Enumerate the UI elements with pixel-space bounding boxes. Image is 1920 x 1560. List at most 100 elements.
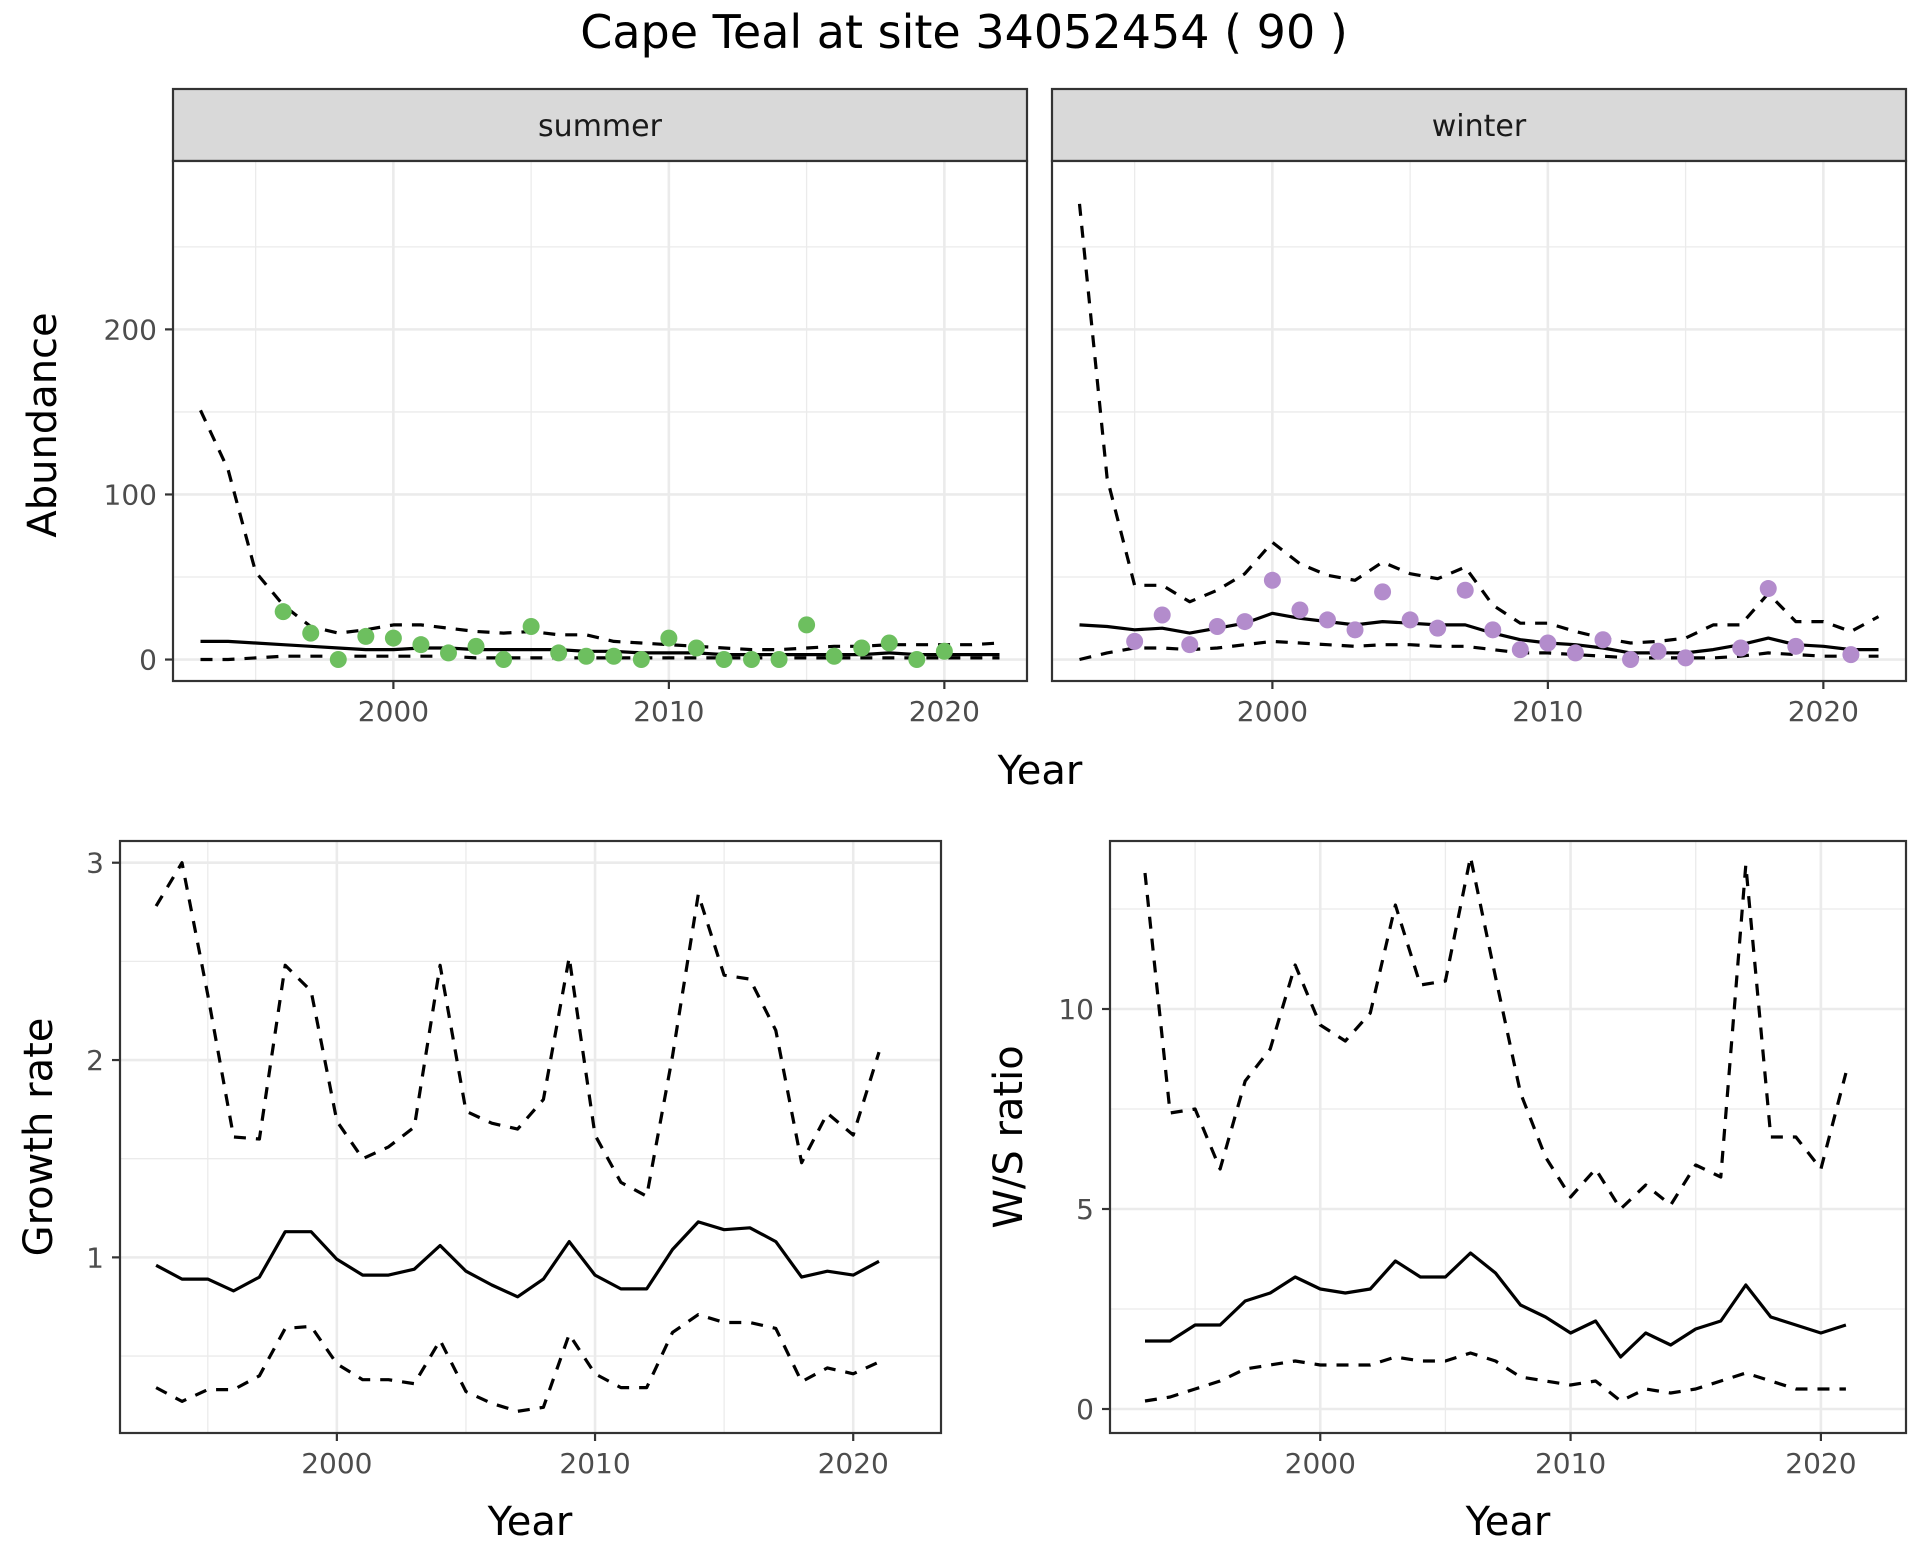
- y-tick-label: 0: [1076, 1393, 1094, 1426]
- summer-count-point: [908, 651, 926, 669]
- growth-rate-panel: 2000 2010 2020 1 2 3: [86, 839, 943, 1480]
- summer-count-point: [770, 651, 788, 669]
- x-tick-label: 2010: [1512, 695, 1583, 728]
- winter-count-point: [1787, 637, 1805, 655]
- x-tick-label: 2010: [1535, 1447, 1606, 1480]
- winter-count-point: [1181, 636, 1199, 654]
- winter-strip-label: winter: [1432, 109, 1527, 144]
- growth-x-axis-title: Year: [487, 1499, 573, 1545]
- y-tick-label: 3: [86, 847, 104, 880]
- winter-count-point: [1429, 619, 1447, 637]
- summer-count-point: [302, 624, 320, 642]
- summer-strip: [171, 87, 1029, 163]
- summer-facet-panel: summer 2000 2010 2020 0 100 200: [104, 87, 1029, 728]
- x-tick-label: 2000: [301, 1447, 372, 1480]
- winter-count-point: [1153, 606, 1171, 624]
- growth-y-axis-title: Growth rate: [16, 1018, 62, 1257]
- winter-count-point: [1374, 583, 1392, 601]
- summer-count-point: [329, 651, 347, 669]
- winter-count-point: [1456, 581, 1474, 599]
- summer-count-point: [825, 647, 843, 665]
- summer-count-point: [467, 637, 485, 655]
- ratio-panel-border: [1108, 839, 1908, 1435]
- winter-count-point: [1291, 601, 1309, 619]
- winter-count-point: [1511, 641, 1529, 659]
- winter-count-point: [1484, 621, 1502, 639]
- winter-count-point: [1539, 634, 1557, 652]
- summer-count-point: [715, 651, 733, 669]
- lower-bound-line: [1144, 1351, 1846, 1403]
- winter-count-point: [1126, 632, 1144, 650]
- abundance-x-axis-title: Year: [997, 748, 1083, 794]
- winter-count-point: [1594, 631, 1612, 649]
- winter-facet-panel: winter 2000 2010 2020: [1050, 87, 1908, 728]
- x-tick-label: 2000: [1237, 695, 1308, 728]
- winter-count-point: [1346, 621, 1364, 639]
- upper-bound-line: [154, 861, 881, 1198]
- growth-panel-border: [118, 839, 943, 1435]
- winter-count-point: [1208, 618, 1226, 636]
- winter-count-point: [1318, 611, 1336, 629]
- ratio-x-axis-title: Year: [1465, 1499, 1551, 1545]
- y-tick-label: 100: [104, 478, 157, 511]
- summer-count-point: [439, 644, 457, 662]
- y-tick-label: 5: [1076, 1193, 1094, 1226]
- y-tick-label: 1: [86, 1241, 104, 1274]
- lower-bound-line: [1079, 639, 1879, 662]
- summer-count-point: [274, 603, 292, 621]
- x-tick-label: 2000: [358, 695, 429, 728]
- winter-count-point: [1677, 649, 1695, 667]
- winter-count-point: [1263, 571, 1281, 589]
- summer-count-point: [853, 639, 871, 657]
- winter-count-point: [1566, 644, 1584, 662]
- summer-count-point: [632, 651, 650, 669]
- lower-bound-line: [155, 1313, 880, 1413]
- summer-count-point: [605, 647, 623, 665]
- upper-bound-line: [199, 409, 1000, 652]
- mean-line: [155, 1220, 880, 1299]
- summer-count-point: [743, 651, 761, 669]
- x-tick-label: 2020: [909, 695, 980, 728]
- winter-count-point: [1236, 613, 1254, 631]
- winter-count-point: [1622, 651, 1640, 669]
- ws-ratio-panel: 2000 2010 2020 0 5 10: [1058, 839, 1908, 1480]
- y-tick-label: 10: [1058, 993, 1094, 1026]
- summer-count-point: [687, 639, 705, 657]
- x-tick-label: 2020: [1788, 695, 1859, 728]
- winter-strip: [1050, 87, 1908, 163]
- x-tick-label: 2010: [559, 1447, 630, 1480]
- summer-count-point: [522, 618, 540, 636]
- summer-count-point: [577, 647, 595, 665]
- abundance-y-axis-title: Abundance: [20, 312, 66, 537]
- winter-count-point: [1842, 646, 1860, 664]
- winter-count-point: [1732, 639, 1750, 657]
- summer-count-point: [495, 651, 513, 669]
- y-tick-label: 200: [104, 313, 157, 346]
- summer-count-point: [880, 634, 898, 652]
- y-tick-label: 2: [86, 1044, 104, 1077]
- summer-count-point: [798, 616, 816, 634]
- summer-panel-border: [171, 159, 1029, 683]
- summer-count-point: [384, 629, 402, 647]
- summer-count-point: [412, 636, 430, 654]
- summer-count-point: [660, 629, 678, 647]
- y-tick-label: 0: [139, 644, 157, 677]
- upper-bound-line: [1077, 203, 1880, 645]
- x-tick-label: 2020: [1785, 1447, 1856, 1480]
- summer-count-point: [550, 644, 568, 662]
- x-tick-label: 2000: [1285, 1447, 1356, 1480]
- x-tick-label: 2020: [818, 1447, 889, 1480]
- winter-count-point: [1759, 580, 1777, 598]
- summer-count-point: [935, 642, 953, 660]
- chart-title: Cape Teal at site 34052454 ( 90 ): [580, 5, 1348, 59]
- x-tick-label: 2010: [633, 695, 704, 728]
- summer-count-point: [357, 627, 375, 645]
- winter-panel-border: [1050, 159, 1908, 683]
- summer-strip-label: summer: [538, 109, 663, 144]
- ratio-y-axis-title: W/S ratio: [986, 1045, 1032, 1228]
- upper-bound-line: [1143, 855, 1848, 1211]
- winter-count-point: [1649, 642, 1667, 660]
- mean-line: [1145, 1251, 1847, 1359]
- winter-count-point: [1401, 611, 1419, 629]
